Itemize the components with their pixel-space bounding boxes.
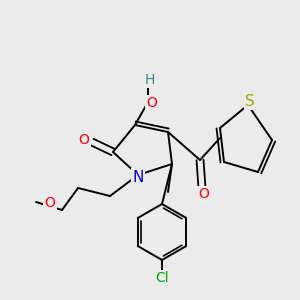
Text: N: N bbox=[132, 169, 144, 184]
Text: H: H bbox=[145, 73, 155, 87]
Text: O: O bbox=[147, 96, 158, 110]
Text: O: O bbox=[199, 187, 209, 201]
Text: S: S bbox=[245, 94, 255, 109]
Text: O: O bbox=[79, 133, 89, 147]
Text: Cl: Cl bbox=[155, 271, 169, 285]
Text: O: O bbox=[45, 196, 56, 210]
